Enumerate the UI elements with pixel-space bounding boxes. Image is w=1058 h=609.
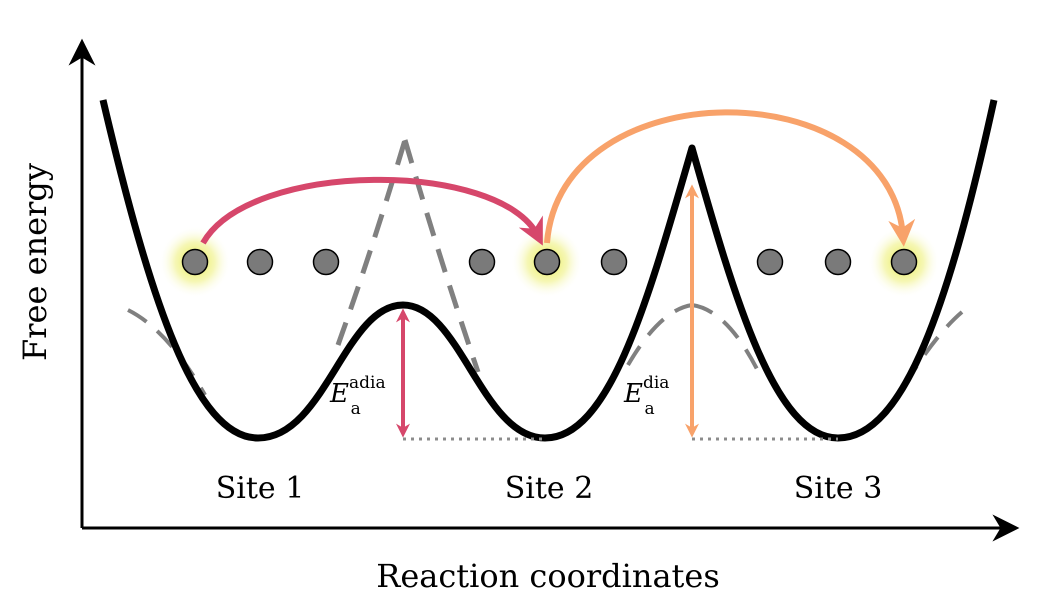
particle	[600, 248, 628, 276]
free-energy-curve	[99, 99, 998, 442]
particle	[181, 248, 209, 276]
diabatic-hop-arrow	[544, 109, 916, 247]
dashed-diabatic-curve-site3-left	[691, 303, 762, 376]
particle	[890, 248, 918, 276]
diabatic-barrier-label: Edia a	[623, 373, 669, 419]
particle	[824, 248, 852, 276]
particle	[533, 248, 561, 276]
dashed-diabatic-curve-site2-left	[402, 139, 481, 373]
y-axis-label: Free energy	[16, 163, 54, 361]
particle	[468, 248, 496, 276]
adiabatic-hop-arrow	[200, 176, 543, 246]
adiabatic-barrier-label: Eadia a	[329, 373, 386, 419]
site-label-2: Site 2	[505, 471, 594, 506]
particle	[246, 248, 274, 276]
x-axis-label: Reaction coordinates	[376, 557, 720, 595]
dashed-diabatic-curve-site1-right	[335, 139, 408, 346]
particle	[312, 248, 340, 276]
site-label-3: Site 3	[794, 471, 883, 506]
site-label-1: Site 1	[216, 471, 305, 506]
dashed-diabatic-curve-site1	[127, 308, 207, 396]
particle	[756, 248, 784, 276]
particle-row	[181, 248, 918, 276]
